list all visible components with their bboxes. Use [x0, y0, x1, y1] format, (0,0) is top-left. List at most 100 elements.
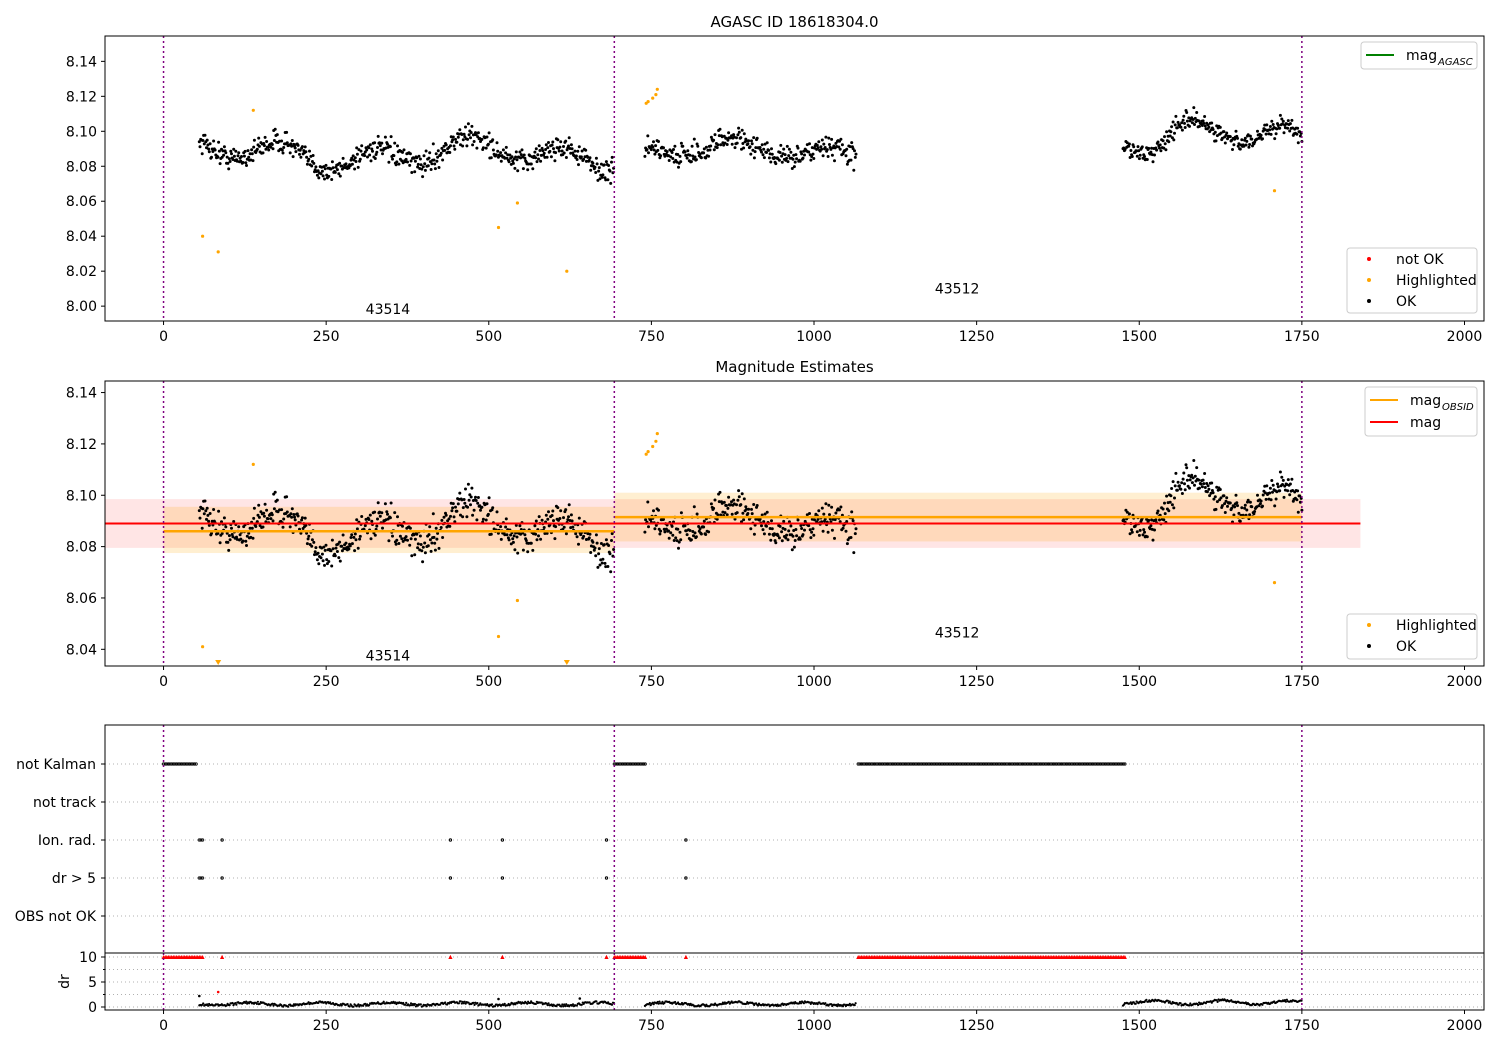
ok-point — [604, 178, 608, 182]
flag-point — [981, 762, 986, 766]
ok-point — [1135, 530, 1139, 534]
flag-point — [985, 762, 989, 766]
ok-point — [453, 520, 457, 524]
ok-point — [735, 503, 738, 507]
ok-point — [1180, 481, 1184, 485]
ok-point — [507, 160, 511, 164]
dr-point — [1197, 1003, 1200, 1007]
ok-point — [602, 543, 606, 547]
ok-point — [206, 143, 210, 147]
ok-point — [240, 155, 243, 158]
ok-point — [433, 541, 437, 545]
ok-point — [1179, 487, 1183, 491]
ok-point — [324, 543, 328, 547]
ok-point — [329, 549, 333, 553]
ok-point — [1137, 157, 1141, 161]
flag-point — [1035, 762, 1039, 766]
dr-point — [348, 1005, 351, 1008]
ok-point — [723, 511, 727, 515]
highlighted-point — [644, 452, 648, 456]
ok-point — [348, 544, 352, 548]
ok-point — [430, 541, 434, 545]
ok-point — [358, 537, 362, 541]
dr-point — [272, 1004, 275, 1007]
ok-point — [293, 146, 297, 150]
ok-point — [792, 165, 796, 169]
flag-point — [1113, 762, 1117, 766]
ok-point — [817, 140, 821, 144]
ok-point — [503, 156, 507, 160]
ok-point — [1180, 128, 1184, 132]
ok-point — [1270, 479, 1274, 482]
ok-point — [774, 541, 778, 545]
ok-point — [423, 551, 427, 555]
dr-point — [362, 1004, 365, 1007]
ok-point — [433, 162, 437, 166]
ok-point — [735, 136, 738, 140]
ok-point — [205, 138, 209, 142]
ok-point — [671, 533, 675, 537]
ok-point — [244, 539, 248, 543]
ok-point — [1282, 495, 1286, 499]
ok-point — [742, 497, 746, 501]
ok-point — [1288, 129, 1292, 133]
ok-point — [762, 520, 766, 524]
ok-point — [1188, 478, 1192, 482]
ok-point — [767, 156, 771, 160]
ok-point — [755, 504, 759, 507]
ok-point — [363, 154, 367, 158]
ok-point — [486, 512, 490, 516]
ok-point — [356, 165, 360, 169]
flag-point — [617, 762, 621, 766]
ok-point — [245, 164, 248, 167]
ok-point — [389, 501, 393, 505]
highlighted-point — [646, 450, 650, 454]
ok-point — [250, 526, 254, 530]
ok-point — [463, 501, 467, 505]
flag-point — [1009, 762, 1013, 766]
flag-point — [947, 762, 951, 766]
flag-point — [986, 762, 990, 766]
ok-point — [1236, 136, 1239, 140]
flag-point — [931, 762, 935, 766]
ok-point — [845, 542, 849, 546]
legend-marker-swatch — [1367, 299, 1371, 303]
flag-point — [996, 762, 1000, 766]
ok-point — [1211, 128, 1215, 131]
ok-point — [1172, 138, 1176, 142]
ok-point — [1276, 124, 1280, 127]
ok-point — [658, 532, 662, 536]
ok-point — [314, 165, 318, 169]
ok-point — [768, 152, 772, 156]
ok-point — [659, 154, 663, 158]
ok-point — [523, 533, 527, 537]
ok-point — [1264, 132, 1268, 136]
ok-point — [1225, 496, 1229, 500]
ok-point — [499, 537, 503, 541]
ok-point — [298, 152, 301, 156]
ok-point — [725, 143, 729, 146]
ok-point — [316, 169, 320, 173]
dr-point — [414, 1005, 417, 1008]
ok-point — [509, 533, 513, 537]
x-tick-label: 500 — [475, 329, 502, 345]
ok-point — [779, 143, 783, 147]
ok-point — [537, 157, 540, 161]
y-tick-label: 8.00 — [66, 299, 97, 315]
panel1-legend-lines — [1360, 41, 1478, 70]
dr-clipped-marker — [1122, 955, 1127, 959]
ok-point — [434, 152, 438, 156]
ok-point — [440, 146, 444, 150]
dr-point — [1168, 1000, 1171, 1003]
ok-point — [1288, 122, 1292, 126]
ok-point — [750, 142, 754, 146]
flag-point — [615, 762, 620, 766]
ok-point — [822, 512, 826, 516]
ok-point — [202, 142, 206, 146]
ok-point — [243, 149, 247, 153]
ok-point — [448, 524, 452, 528]
ok-point — [1165, 494, 1169, 498]
ok-point — [512, 534, 516, 538]
ok-point — [719, 143, 723, 147]
ok-point — [746, 512, 750, 515]
